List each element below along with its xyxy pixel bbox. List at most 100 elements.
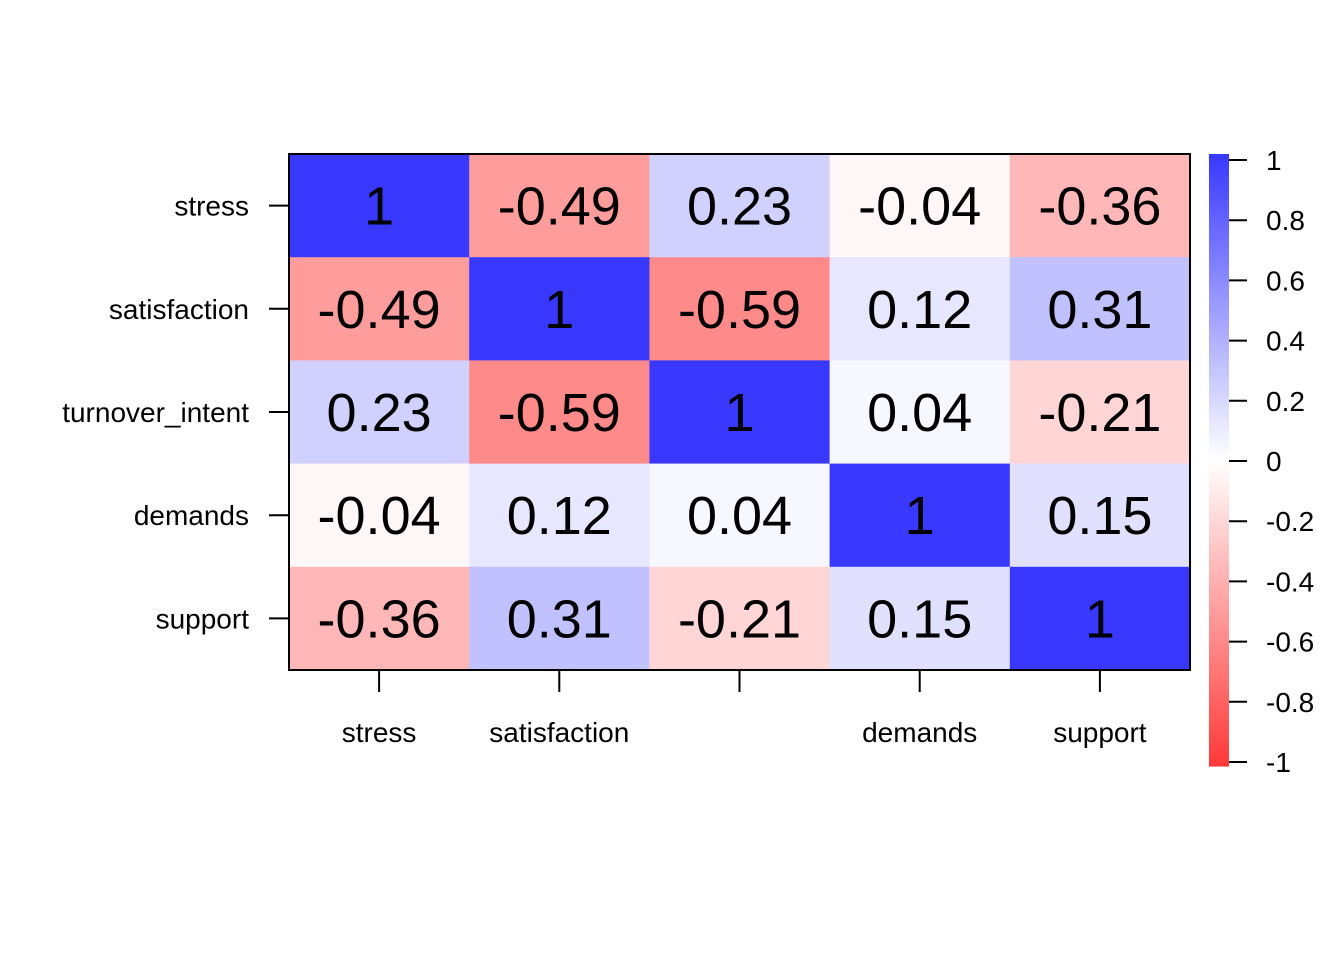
legend-color-step xyxy=(1209,346,1229,351)
legend-color-step xyxy=(1209,230,1229,235)
legend-color-step xyxy=(1209,386,1229,391)
legend-color-step xyxy=(1209,270,1229,274)
legend-color-step xyxy=(1209,472,1229,476)
legend-color-step xyxy=(1209,600,1229,605)
legend-tick-label: 0 xyxy=(1266,446,1282,477)
legend-color-step xyxy=(1209,524,1229,528)
legend-color-step xyxy=(1209,533,1229,538)
cell-value-label: 0.15 xyxy=(1047,486,1152,546)
legend-color-step xyxy=(1209,233,1229,238)
legend-color-step xyxy=(1209,202,1229,207)
legend-color-step xyxy=(1209,178,1229,183)
legend-color-step xyxy=(1209,193,1229,198)
legend-color-step xyxy=(1209,597,1229,602)
legend-color-step xyxy=(1209,303,1229,308)
legend-color-step xyxy=(1209,469,1229,473)
legend-color-step xyxy=(1209,521,1229,525)
legend-color-step xyxy=(1209,717,1229,721)
legend-color-step xyxy=(1209,313,1229,317)
legend-color-step xyxy=(1209,267,1229,271)
cell-value-label: 0.23 xyxy=(327,383,432,443)
legend-color-step xyxy=(1209,460,1229,464)
legend-color-step xyxy=(1209,628,1229,632)
cell-value-label: 0.15 xyxy=(867,589,972,649)
heatmap-cell xyxy=(829,257,1011,361)
x-tick-label: satisfaction xyxy=(489,717,629,748)
legend-color-step xyxy=(1209,747,1229,752)
cell-value-label: 1 xyxy=(364,177,394,237)
cell-value-label: -0.04 xyxy=(318,486,441,546)
heatmap-cell xyxy=(469,257,650,361)
heatmap-cell xyxy=(649,154,831,258)
legend-color-step xyxy=(1209,505,1229,510)
cell-value-label: -0.04 xyxy=(858,177,981,237)
legend-color-step xyxy=(1209,613,1229,617)
legend-color-step xyxy=(1209,591,1229,596)
legend-color-step xyxy=(1209,181,1229,186)
legend-color-step xyxy=(1209,248,1229,253)
legend-color-step xyxy=(1209,212,1229,216)
legend-color-step xyxy=(1209,588,1229,593)
cell-value-label: 0.31 xyxy=(507,589,612,649)
legend-color-step xyxy=(1209,710,1229,715)
legend-color-step xyxy=(1209,536,1229,541)
cell-value-label: 1 xyxy=(905,486,935,546)
legend-tick-label: 1 xyxy=(1266,145,1282,176)
legend-color-step xyxy=(1209,322,1229,326)
legend-color-step xyxy=(1209,374,1229,378)
legend-color-step xyxy=(1209,239,1229,244)
legend-color-step xyxy=(1209,640,1229,645)
legend-color-step xyxy=(1209,154,1229,158)
legend-color-step xyxy=(1209,288,1229,293)
legend-color-step xyxy=(1209,744,1229,749)
legend-color-step xyxy=(1209,432,1229,437)
heatmap-cell xyxy=(469,566,650,671)
legend-color-step xyxy=(1209,190,1229,195)
legend-tick-label: -0.4 xyxy=(1266,566,1314,597)
legend-color-step xyxy=(1209,557,1229,562)
legend-color-step xyxy=(1209,668,1229,672)
legend-color-step xyxy=(1209,209,1229,213)
legend-tick-label: -0.2 xyxy=(1266,506,1314,537)
heatmap-cell xyxy=(829,154,1011,258)
legend-color-step xyxy=(1209,695,1229,700)
legend-color-step xyxy=(1209,658,1229,663)
legend-color-step xyxy=(1209,579,1229,583)
legend-color-step xyxy=(1209,307,1229,311)
legend-color-step xyxy=(1209,622,1229,626)
legend-color-step xyxy=(1209,665,1229,669)
legend-color-step xyxy=(1209,539,1229,544)
legend-color-step xyxy=(1209,689,1229,694)
legend-color-step xyxy=(1209,251,1229,256)
legend-color-step xyxy=(1209,683,1229,688)
legend-color-step xyxy=(1209,349,1229,354)
legend-color-step xyxy=(1209,392,1229,397)
legend-color-step xyxy=(1209,389,1229,394)
legend-color-step xyxy=(1209,508,1229,513)
heatmap-cell xyxy=(1009,154,1191,258)
legend-color-step xyxy=(1209,570,1229,574)
legend-tick-label: 0.6 xyxy=(1266,265,1305,296)
legend-color-step xyxy=(1209,753,1229,758)
legend-color-step xyxy=(1209,407,1229,412)
heatmap-cell xyxy=(829,566,1011,671)
legend-color-step xyxy=(1209,585,1229,590)
legend-color-step xyxy=(1209,735,1229,740)
cell-value-label: 1 xyxy=(1085,589,1115,649)
legend-color-step xyxy=(1209,582,1229,587)
legend-color-step xyxy=(1209,646,1229,651)
heatmap-cell xyxy=(469,154,650,258)
legend-color-step xyxy=(1209,411,1229,415)
legend-color-step xyxy=(1209,487,1229,492)
legend-color-step xyxy=(1209,677,1229,681)
legend-color-step xyxy=(1209,493,1229,498)
legend-color-step xyxy=(1209,502,1229,507)
cell-value-label: 0.04 xyxy=(687,486,792,546)
legend-color-step xyxy=(1209,224,1229,229)
legend-color-step xyxy=(1209,720,1229,724)
y-axis: stress satisfaction turnover_intentdemands… xyxy=(62,191,289,634)
heatmap-cell xyxy=(1009,463,1191,568)
legend-color-step xyxy=(1209,221,1229,225)
legend-color-step xyxy=(1209,698,1229,703)
